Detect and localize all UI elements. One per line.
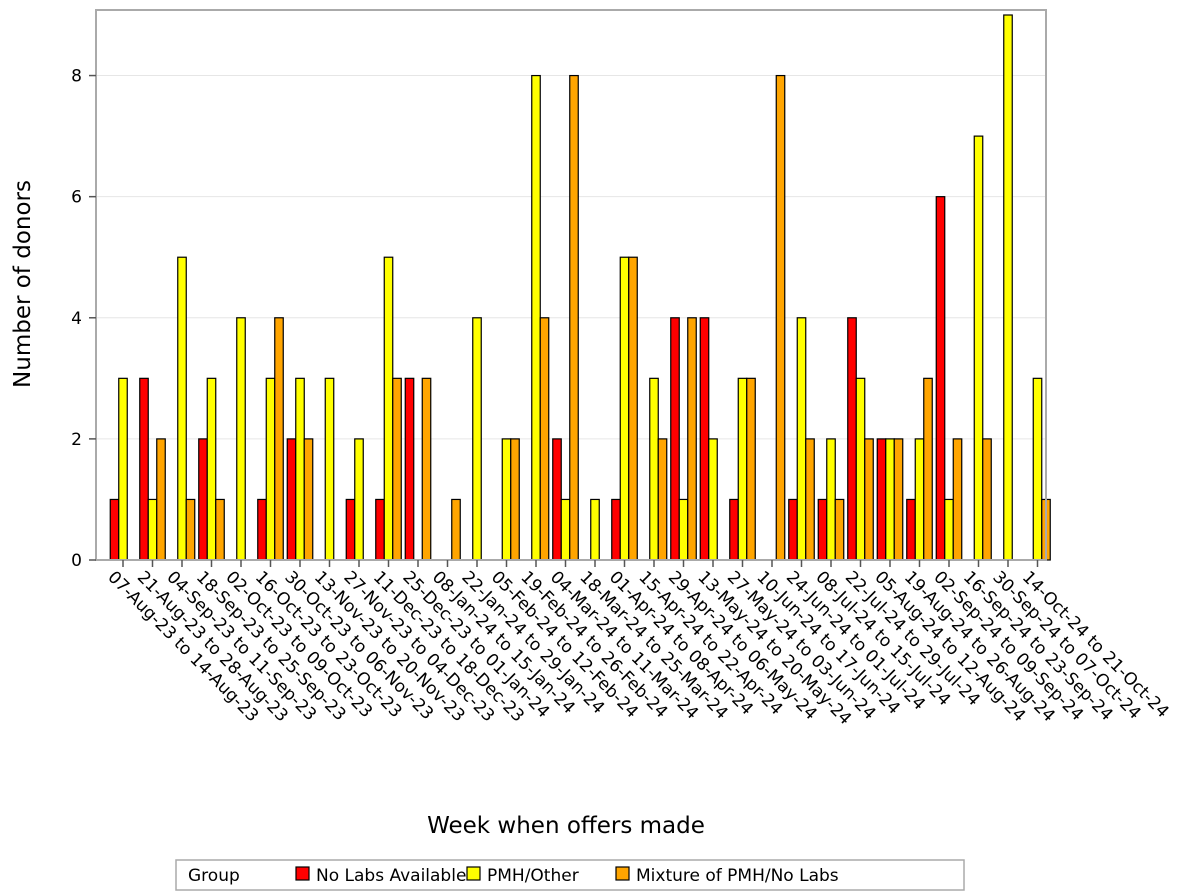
bar xyxy=(876,438,887,561)
bar xyxy=(109,498,120,561)
legend-label: No Labs Available xyxy=(316,866,466,886)
bar xyxy=(303,438,314,561)
plot-frame xyxy=(95,9,1047,561)
bar xyxy=(286,438,297,561)
bar xyxy=(472,317,482,561)
bar xyxy=(906,498,916,561)
legend-swatch xyxy=(615,866,630,881)
bar xyxy=(274,317,284,561)
bar xyxy=(687,317,697,561)
bar xyxy=(560,498,571,561)
bar xyxy=(404,377,415,561)
bar xyxy=(826,438,836,561)
bar xyxy=(649,377,659,561)
bar xyxy=(847,317,857,561)
bar xyxy=(345,498,356,561)
bar xyxy=(236,317,246,561)
bar xyxy=(198,438,208,561)
y-tick-label: 0 xyxy=(71,551,82,571)
bar xyxy=(257,498,267,561)
legend-items: No Labs Available PMH/Other Mixture of PMH… xyxy=(295,866,839,886)
y-axis: 0 2 4 6 8 xyxy=(71,67,96,571)
bar xyxy=(383,256,394,561)
bar xyxy=(885,438,895,561)
bar xyxy=(699,317,710,561)
bar xyxy=(944,498,954,561)
bar xyxy=(657,438,668,561)
bar xyxy=(729,498,739,561)
bar xyxy=(893,438,904,561)
legend-label: PMH/Other xyxy=(487,866,579,886)
bar xyxy=(147,498,158,561)
bar xyxy=(118,377,128,561)
bar xyxy=(375,498,385,561)
bar xyxy=(324,377,335,561)
bar xyxy=(451,498,461,561)
legend-swatch xyxy=(295,866,310,881)
y-tick-label: 6 xyxy=(71,188,82,208)
x-axis-title: Week when offers made xyxy=(427,813,705,839)
bar xyxy=(501,438,512,561)
bars xyxy=(109,14,1051,561)
bar xyxy=(185,498,196,561)
legend-title: Group xyxy=(188,866,240,886)
y-axis-title: Number of donors xyxy=(10,180,36,388)
bar xyxy=(215,498,225,561)
bar xyxy=(805,438,815,561)
bar xyxy=(611,498,621,561)
y-tick-label: 4 xyxy=(71,309,82,329)
bar xyxy=(421,377,432,561)
bar xyxy=(796,317,807,561)
bar xyxy=(619,256,630,561)
bar xyxy=(510,438,520,561)
bar xyxy=(935,196,946,561)
bar xyxy=(590,498,600,561)
bar xyxy=(914,438,925,561)
bar xyxy=(392,377,402,561)
bar xyxy=(156,438,166,561)
bar xyxy=(834,498,845,561)
y-tick-label: 2 xyxy=(71,430,82,450)
legend: Group No Labs Available PMH/Other Mixture … xyxy=(175,859,965,891)
bar xyxy=(678,498,689,561)
bar xyxy=(708,438,718,561)
bar xyxy=(817,498,828,561)
bar xyxy=(531,74,541,561)
bar xyxy=(737,377,748,561)
bar xyxy=(973,135,984,561)
bar xyxy=(982,438,992,561)
bar xyxy=(746,377,756,561)
bar xyxy=(628,256,638,561)
bar xyxy=(265,377,276,561)
bar xyxy=(864,438,874,561)
bar xyxy=(1003,14,1013,561)
bar xyxy=(855,377,866,561)
legend-swatch xyxy=(466,866,481,881)
bar xyxy=(177,256,187,561)
y-tick-label: 8 xyxy=(71,67,82,87)
bar xyxy=(354,438,364,561)
bar xyxy=(569,74,579,561)
bar xyxy=(539,317,550,561)
bar xyxy=(952,438,963,561)
bar xyxy=(295,377,305,561)
bar xyxy=(670,317,680,561)
bar xyxy=(139,377,149,561)
legend-label: Mixture of PMH/No Labs xyxy=(636,866,839,886)
bar xyxy=(923,377,933,561)
bar xyxy=(775,74,786,561)
bar xyxy=(788,498,798,561)
bar xyxy=(206,377,217,561)
bar xyxy=(1032,377,1043,561)
bar xyxy=(552,438,562,561)
